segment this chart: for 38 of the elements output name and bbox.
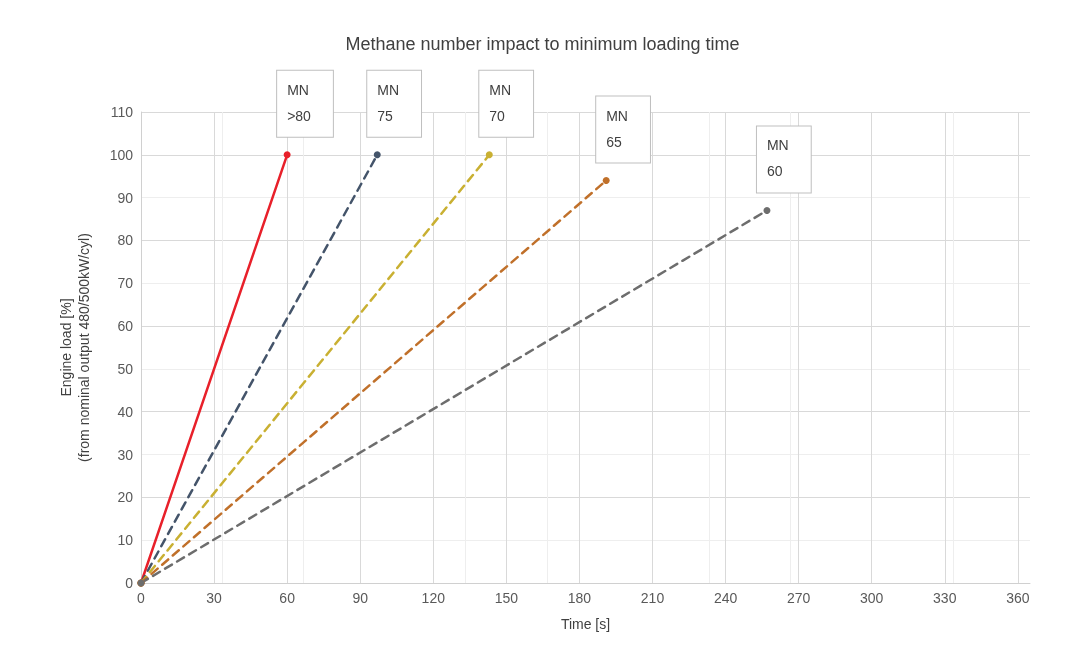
point — [485, 151, 493, 159]
y-tick-label: 0 — [125, 575, 134, 591]
y-axis-title: Engine load [%] (from nominal output 480/500kW/cyl) — [58, 233, 92, 462]
y-tick-label: 50 — [117, 360, 134, 377]
x-tick-label: 180 — [567, 590, 592, 606]
point — [763, 206, 771, 214]
y-tick-label: 70 — [117, 275, 134, 292]
x-tick-label: 120 — [421, 590, 446, 606]
y-tick-label: 80 — [117, 232, 134, 249]
x-axis-title: Time [s] — [560, 616, 611, 632]
series-label: MN 75 — [377, 81, 400, 124]
y-tick-label: 60 — [117, 318, 134, 335]
series-label: MN >80 — [287, 81, 312, 124]
chart-title: Methane number impact to minimum loading time — [345, 34, 740, 54]
series-label: MN 60 — [766, 137, 789, 180]
series-label: MN 70 — [489, 81, 512, 124]
x-tick-label: 360 — [1006, 590, 1030, 606]
x-tick-label: 90 — [352, 590, 369, 606]
y-tick-label: 110 — [110, 104, 134, 120]
series-label: MN 65 — [606, 107, 628, 150]
x-tick-label: 0 — [137, 590, 146, 606]
point — [373, 151, 381, 159]
x-tick-label: 210 — [640, 590, 665, 606]
x-tick-label: 330 — [933, 590, 957, 606]
x-tick-label: 30 — [206, 590, 223, 606]
y-tick-label: 100 — [109, 146, 134, 163]
y-tick-label: 40 — [117, 403, 134, 420]
x-tick-label: 60 — [279, 590, 296, 606]
x-tick-label: 270 — [786, 590, 811, 606]
y-tick-label: 10 — [117, 532, 134, 549]
x-tick-label: 240 — [713, 590, 738, 606]
point — [602, 177, 610, 185]
point — [283, 151, 291, 159]
y-tick-label: 90 — [117, 189, 134, 206]
y-tick-label: 20 — [117, 489, 134, 506]
x-tick-label: 300 — [860, 590, 884, 606]
y-tick-label: 30 — [117, 446, 134, 463]
x-tick-label: 150 — [494, 590, 519, 606]
